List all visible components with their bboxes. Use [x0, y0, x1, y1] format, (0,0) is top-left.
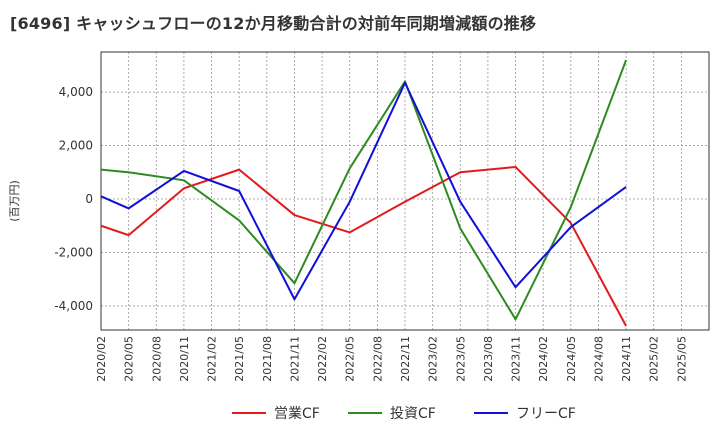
series-line-3	[100, 81, 627, 301]
grid-lines	[101, 52, 709, 330]
y-tick-label: 0	[85, 192, 93, 206]
y-tick-label: 2,000	[59, 139, 93, 153]
x-tick-label: 2022/05	[344, 336, 357, 382]
legend: 営業CF 投資CF フリーCF	[232, 406, 576, 422]
x-tick-label: 2024/08	[592, 336, 605, 382]
x-axis-ticks: 2020/02 2020/05 2020/08 2020/11 2021/02 2021/…	[95, 336, 688, 382]
x-tick-label: 2024/02	[537, 336, 550, 382]
y-tick-label: 4,000	[59, 85, 93, 99]
x-tick-label: 2020/05	[123, 336, 136, 382]
x-tick-label: 2024/05	[565, 336, 578, 382]
plot-background	[101, 52, 709, 330]
x-tick-label: 2022/08	[371, 336, 384, 382]
x-tick-label: 2021/11	[288, 336, 301, 382]
x-tick-label: 2024/11	[620, 336, 633, 382]
plot-frame	[100, 51, 710, 331]
x-tick-label: 2021/05	[233, 336, 246, 382]
x-tick-label: 2020/11	[178, 336, 191, 382]
y-axis-ticks: 4,000 2,000 0 -2,000 -4,000	[54, 85, 93, 313]
x-tick-label: 2021/08	[261, 336, 274, 382]
legend-label: 投資CF	[390, 406, 436, 422]
x-tick-label: 2023/05	[454, 336, 467, 382]
x-tick-label: 2021/02	[206, 336, 219, 382]
x-tick-label: 2022/11	[399, 336, 412, 382]
legend-label: フリーCF	[516, 406, 576, 422]
series-line-2	[100, 59, 628, 321]
x-tick-label: 2025/05	[675, 336, 688, 382]
chart-title: [6496] キャッシュフローの12か月移動合計の対前年同期増減額の推移	[10, 14, 537, 33]
x-tick-label: 2025/02	[648, 336, 661, 382]
x-tick-label: 2023/11	[510, 336, 523, 382]
x-tick-label: 2022/02	[316, 336, 329, 382]
x-tick-label: 2020/08	[150, 336, 163, 382]
series-lines	[100, 59, 628, 327]
y-axis-label: (百万円)	[8, 180, 21, 222]
x-tick-label: 2023/08	[482, 336, 495, 382]
y-tick-label: -4,000	[54, 299, 93, 313]
series-line-1	[100, 165, 627, 327]
legend-label: 営業CF	[274, 406, 320, 422]
y-tick-label: -2,000	[54, 245, 93, 259]
x-tick-label: 2020/02	[95, 336, 108, 382]
x-tick-label: 2023/02	[427, 336, 440, 382]
